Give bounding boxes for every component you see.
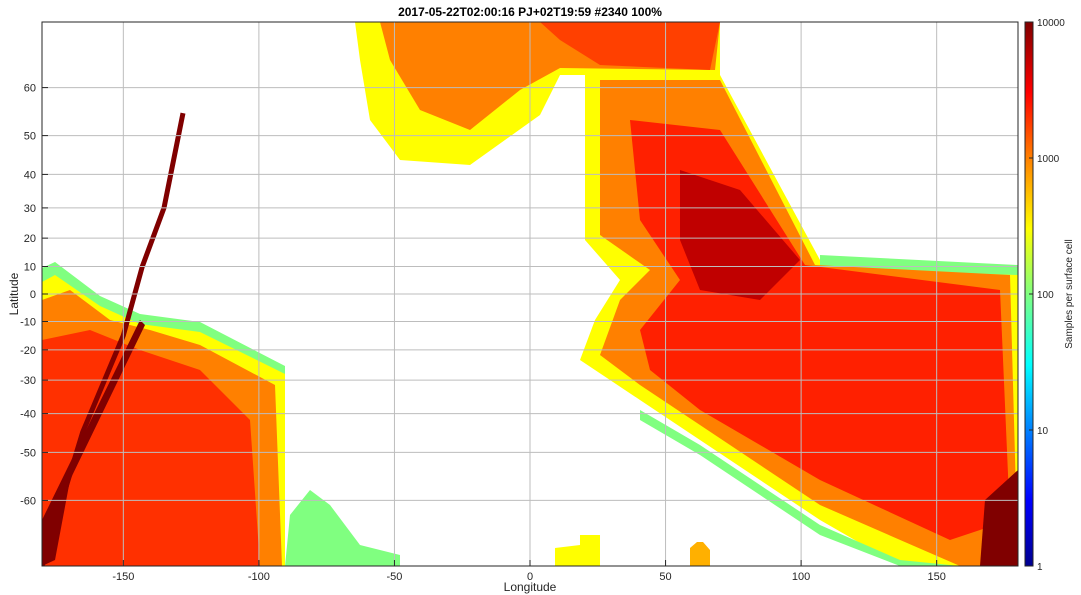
region-south-green-patch: [285, 490, 400, 566]
colorbar-ticks: 10000 1000 100 10 1: [1029, 18, 1065, 573]
x-axis-label: Longitude: [504, 580, 557, 594]
x-tick-label: -150: [112, 571, 134, 583]
y-tick-label: -10: [20, 316, 36, 328]
y-tick-label: -30: [20, 375, 36, 387]
y-tick-label: 40: [24, 169, 36, 181]
y-tick-label: -40: [20, 409, 36, 421]
x-tick-label: 50: [659, 571, 671, 583]
colorbar-tick-label: 1000: [1037, 154, 1060, 165]
region-east-corner: [980, 470, 1018, 566]
region-east-edge-green: [820, 255, 1018, 275]
colorbar-tick-label: 100: [1037, 290, 1054, 301]
y-tick-label: -50: [20, 447, 36, 459]
y-axis-label: Latitude: [7, 272, 21, 315]
region-north-fan-core: [540, 22, 720, 70]
region-south-orange-patch: [690, 542, 710, 566]
x-tick-label: -100: [248, 571, 270, 583]
y-tick-label: 10: [24, 262, 36, 274]
ground-track-wedge: [42, 320, 145, 566]
track-group: [42, 112, 186, 566]
region-south-yellow-patch-1: [555, 535, 600, 566]
colorbar-tick-label: 1: [1037, 562, 1043, 573]
x-tick-label: 150: [927, 571, 945, 583]
x-tick-label: 100: [792, 571, 810, 583]
y-tick-label: 20: [24, 233, 36, 245]
colorbar-label: Samples per surface cell: [1064, 239, 1075, 349]
y-tick-label: -20: [20, 345, 36, 357]
y-tick-label: 30: [24, 203, 36, 215]
x-tick-label: -50: [386, 571, 402, 583]
colorbar-tick-label: 10: [1037, 426, 1049, 437]
region-east-hot: [680, 170, 800, 300]
y-tick-label: -60: [20, 495, 36, 507]
x-axis-ticks: -150 -100 -50 0 50 100 150: [112, 560, 946, 583]
y-tick-label: 50: [24, 131, 36, 143]
y-axis-ticks: 60 50 40 30 20 10 0 -10 -20 -30 -40 -50 -60: [20, 83, 48, 507]
y-tick-label: 0: [30, 289, 36, 301]
region-south-west-edge: [42, 262, 285, 374]
grid: [42, 22, 1018, 566]
colorbar-tick-label: 10000: [1037, 18, 1065, 29]
region-south-west-core: [42, 330, 260, 566]
chart-title: 2017-05-22T02:00:16 PJ+02T19:59 #2340 10…: [398, 5, 662, 19]
x-tick-label: 0: [527, 571, 533, 583]
y-tick-label: 60: [24, 83, 36, 95]
heatmap-regions: [42, 22, 1018, 566]
